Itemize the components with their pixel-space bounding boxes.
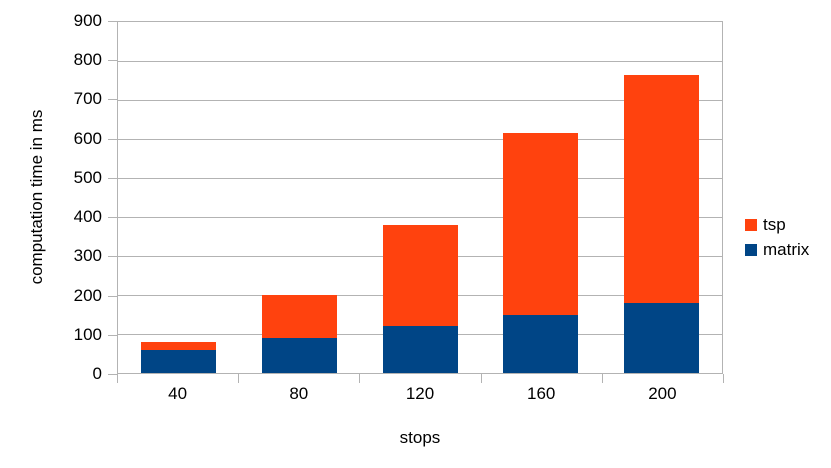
legend-label-tsp: tsp [763, 214, 786, 234]
gridline-600 [118, 139, 722, 140]
bar-segment-tsp-200 [624, 74, 700, 303]
y-tick-mark-200 [108, 295, 117, 297]
x-tick-mark-1 [238, 374, 240, 383]
y-tick-label-500: 500 [73, 167, 102, 187]
x-tick-mark-0 [117, 374, 118, 383]
x-tick-label-160: 160 [527, 384, 556, 403]
bar-group-200 [624, 74, 700, 373]
bar-segment-tsp-160 [503, 133, 579, 315]
legend-swatch-matrix [745, 243, 757, 256]
bar-segment-matrix-80 [261, 337, 337, 373]
plot-area [117, 21, 723, 374]
legend: tsp matrix [745, 214, 809, 264]
y-tick-mark-0 [108, 374, 117, 375]
bar-segment-tsp-120 [382, 224, 458, 327]
y-tick-mark-100 [108, 334, 117, 336]
y-tick-label-400: 400 [73, 207, 102, 227]
y-tick-mark-700 [108, 99, 117, 101]
y-tick-label-100: 100 [73, 324, 102, 344]
y-tick-mark-300 [108, 256, 117, 258]
bar-group-120 [382, 224, 458, 373]
y-tick-mark-900 [108, 21, 117, 22]
bar-segment-matrix-160 [503, 314, 579, 373]
y-tick-mark-500 [108, 177, 117, 179]
y-tick-mark-600 [108, 138, 117, 140]
x-tick-label-120: 120 [405, 384, 435, 403]
bar-group-40 [140, 341, 216, 373]
y-tick-mark-400 [108, 217, 117, 219]
x-axis-title: stops [399, 428, 441, 447]
bar-segment-matrix-120 [382, 326, 458, 373]
bar-segment-tsp-80 [261, 295, 337, 338]
bar-group-80 [261, 295, 337, 373]
y-tick-label-800: 800 [73, 50, 102, 70]
x-tick-label-200: 200 [648, 384, 677, 403]
legend-swatch-tsp [745, 218, 757, 231]
y-tick-label-900: 900 [73, 11, 102, 30]
bar-group-160 [503, 133, 579, 373]
bar-segment-tsp-40 [140, 341, 216, 350]
bar-segment-matrix-200 [624, 302, 700, 373]
x-tick-mark-2 [359, 374, 361, 383]
gridline-500 [118, 178, 722, 179]
gridline-800 [118, 61, 722, 62]
y-tick-label-600: 600 [73, 128, 102, 148]
y-tick-label-700: 700 [73, 89, 102, 109]
x-tick-mark-3 [480, 374, 482, 383]
x-tick-label-80: 80 [289, 384, 309, 403]
gridline-700 [118, 100, 722, 101]
y-tick-label-0: 0 [92, 364, 102, 383]
legend-item-matrix: matrix [745, 239, 809, 260]
legend-item-tsp: tsp [745, 214, 809, 235]
gridline-400 [118, 217, 722, 218]
x-tick-label-40: 40 [168, 384, 188, 403]
y-tick-label-200: 200 [73, 285, 102, 305]
x-tick-mark-5 [723, 374, 724, 383]
y-tick-label-300: 300 [73, 246, 102, 266]
x-tick-mark-4 [601, 374, 603, 383]
legend-label-matrix: matrix [763, 239, 810, 259]
y-tick-mark-800 [108, 60, 117, 62]
bar-segment-matrix-40 [140, 349, 216, 373]
